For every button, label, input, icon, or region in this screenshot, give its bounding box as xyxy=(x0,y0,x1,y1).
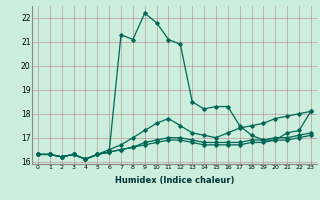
X-axis label: Humidex (Indice chaleur): Humidex (Indice chaleur) xyxy=(115,176,234,185)
